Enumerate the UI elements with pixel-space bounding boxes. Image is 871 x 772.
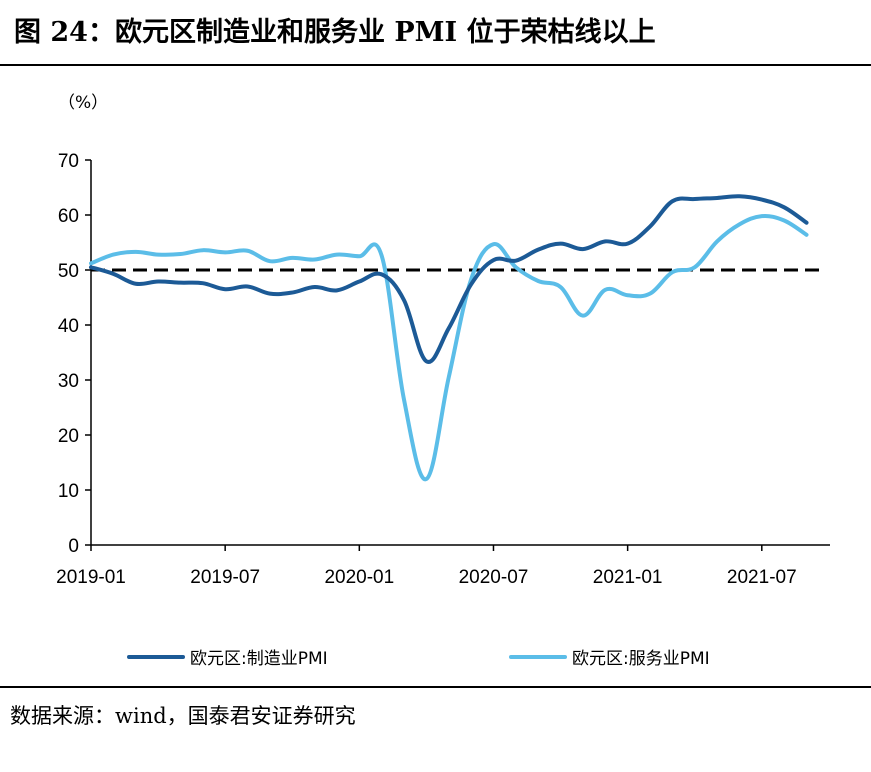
- bottom-divider: [0, 686, 871, 688]
- x-tick-label: 2020-01: [324, 567, 394, 588]
- x-tick-label: 2019-01: [56, 567, 126, 588]
- series-line-services: [89, 213, 809, 482]
- series-line-manufacturing: [89, 194, 809, 364]
- legend-label: 欧元区:制造业PMI: [190, 649, 328, 669]
- x-tick-label: 2021-07: [727, 567, 797, 588]
- x-axis: 2019-01 2019-07 2020-01 2020-07 2021-01 2021-…: [56, 544, 830, 588]
- legend: 欧元区:制造业PMI 欧元区:服务业PMI: [127, 649, 710, 669]
- y-tick-label: 50: [58, 261, 79, 282]
- series-group: [89, 194, 809, 482]
- y-tick-label: 40: [58, 316, 79, 337]
- x-tick-label: 2021-01: [593, 567, 663, 588]
- y-tick-label: 20: [58, 426, 79, 447]
- y-tick-label: 0: [68, 536, 79, 557]
- y-axis: 0 10 20 30 40 50 60 70: [58, 151, 92, 557]
- y-unit-label: （%）: [58, 93, 108, 113]
- x-tick-label: 2019-07: [190, 567, 260, 588]
- source-note: 数据来源：wind，国泰君安证券研究: [10, 704, 356, 728]
- y-tick-label: 10: [58, 481, 79, 502]
- y-tick-label: 60: [58, 206, 79, 227]
- page-title: 图 24：欧元区制造业和服务业 PMI 位于荣枯线以上: [14, 17, 656, 48]
- y-tick-label: 70: [58, 151, 79, 172]
- legend-label: 欧元区:服务业PMI: [572, 649, 710, 669]
- y-tick-label: 30: [58, 371, 79, 392]
- top-divider: [0, 64, 871, 66]
- chart: （%） 0 10 20 30 40 50 60 70 2019-01 2019-07 2020-0…: [56, 93, 830, 669]
- x-tick-label: 2020-07: [459, 567, 529, 588]
